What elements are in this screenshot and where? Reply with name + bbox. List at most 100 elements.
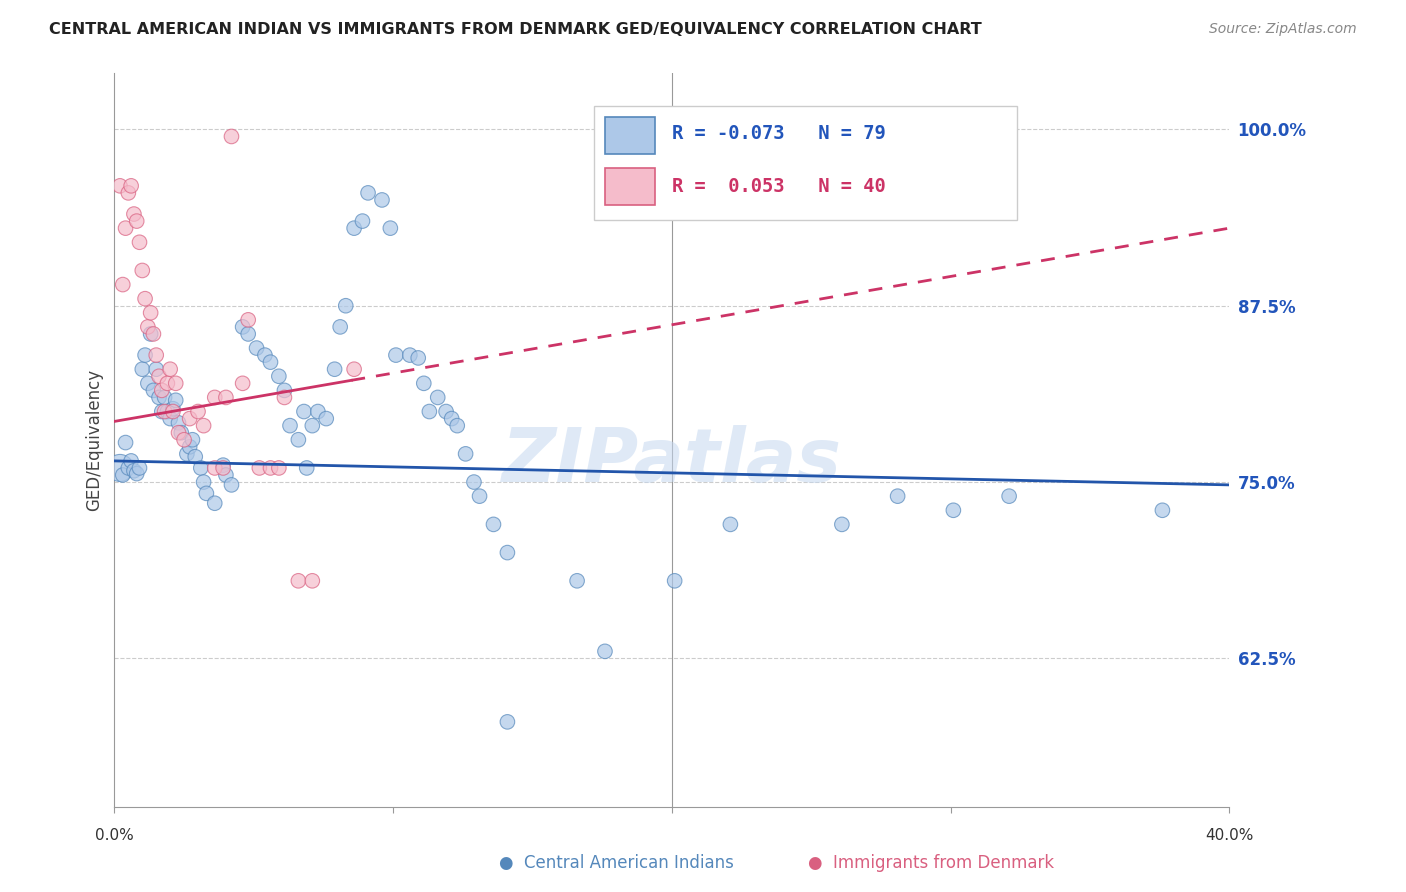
- Point: [440, 411, 463, 425]
- Point: [352, 214, 374, 228]
- Point: [122, 207, 145, 221]
- Point: [145, 348, 167, 362]
- FancyBboxPatch shape: [593, 106, 1018, 219]
- Point: [120, 178, 142, 193]
- Point: [664, 574, 686, 588]
- Point: [150, 404, 173, 418]
- Point: [238, 313, 260, 327]
- Point: [148, 391, 170, 405]
- Point: [173, 433, 195, 447]
- Point: [278, 418, 301, 433]
- Point: [190, 461, 212, 475]
- Point: [142, 384, 165, 398]
- Point: [114, 221, 136, 235]
- Point: [179, 440, 201, 454]
- Point: [245, 341, 267, 355]
- Point: [323, 362, 346, 376]
- Point: [165, 393, 187, 408]
- Point: [179, 411, 201, 425]
- Point: [187, 404, 209, 418]
- Text: 40.0%: 40.0%: [1205, 828, 1254, 843]
- Point: [117, 461, 139, 475]
- Point: [122, 464, 145, 478]
- Point: [167, 416, 190, 430]
- Point: [329, 319, 352, 334]
- FancyBboxPatch shape: [605, 117, 655, 153]
- Point: [371, 193, 394, 207]
- Point: [232, 376, 254, 391]
- Point: [215, 468, 238, 483]
- Point: [247, 461, 270, 475]
- Point: [125, 214, 148, 228]
- Point: [232, 319, 254, 334]
- Text: R =  0.053   N = 40: R = 0.053 N = 40: [672, 178, 886, 196]
- Text: R = -0.073   N = 79: R = -0.073 N = 79: [672, 124, 886, 144]
- Point: [287, 433, 309, 447]
- Point: [253, 348, 276, 362]
- Text: ZIPatlas: ZIPatlas: [502, 425, 842, 499]
- Text: ●  Immigrants from Denmark: ● Immigrants from Denmark: [808, 855, 1054, 872]
- Point: [315, 411, 337, 425]
- Point: [215, 391, 238, 405]
- Point: [434, 404, 457, 418]
- Point: [184, 450, 207, 464]
- Point: [593, 644, 616, 658]
- Point: [156, 376, 179, 391]
- Point: [139, 306, 162, 320]
- Point: [159, 362, 181, 376]
- Point: [287, 574, 309, 588]
- Point: [1152, 503, 1174, 517]
- Point: [159, 411, 181, 425]
- Point: [998, 489, 1021, 503]
- Point: [150, 384, 173, 398]
- Point: [204, 461, 226, 475]
- Point: [170, 425, 193, 440]
- Point: [114, 435, 136, 450]
- Point: [131, 362, 153, 376]
- Point: [273, 391, 295, 405]
- Point: [162, 404, 184, 418]
- Point: [301, 574, 323, 588]
- Point: [156, 404, 179, 418]
- Point: [380, 221, 402, 235]
- Point: [148, 369, 170, 384]
- Point: [193, 475, 215, 489]
- Y-axis label: GED/Equivalency: GED/Equivalency: [86, 368, 103, 511]
- Point: [108, 461, 131, 475]
- Text: ●  Central American Indians: ● Central American Indians: [499, 855, 734, 872]
- Point: [295, 461, 318, 475]
- Point: [153, 391, 176, 405]
- Point: [273, 384, 295, 398]
- Point: [942, 503, 965, 517]
- Point: [212, 458, 235, 472]
- Point: [195, 486, 218, 500]
- Point: [136, 376, 159, 391]
- Point: [153, 404, 176, 418]
- Point: [111, 468, 134, 483]
- Text: 0.0%: 0.0%: [96, 828, 134, 843]
- Point: [831, 517, 853, 532]
- Point: [125, 467, 148, 481]
- Point: [446, 418, 468, 433]
- Point: [886, 489, 908, 503]
- Text: Source: ZipAtlas.com: Source: ZipAtlas.com: [1209, 22, 1357, 37]
- Point: [139, 326, 162, 341]
- Point: [565, 574, 588, 588]
- Point: [412, 376, 434, 391]
- Point: [496, 714, 519, 729]
- Point: [468, 489, 491, 503]
- Point: [142, 326, 165, 341]
- Point: [426, 391, 449, 405]
- Point: [454, 447, 477, 461]
- Point: [167, 425, 190, 440]
- Point: [418, 404, 440, 418]
- Point: [136, 319, 159, 334]
- Point: [204, 391, 226, 405]
- Point: [357, 186, 380, 200]
- Point: [406, 351, 429, 365]
- Point: [193, 418, 215, 433]
- Point: [221, 478, 243, 492]
- Point: [267, 369, 290, 384]
- Point: [482, 517, 505, 532]
- Point: [301, 418, 323, 433]
